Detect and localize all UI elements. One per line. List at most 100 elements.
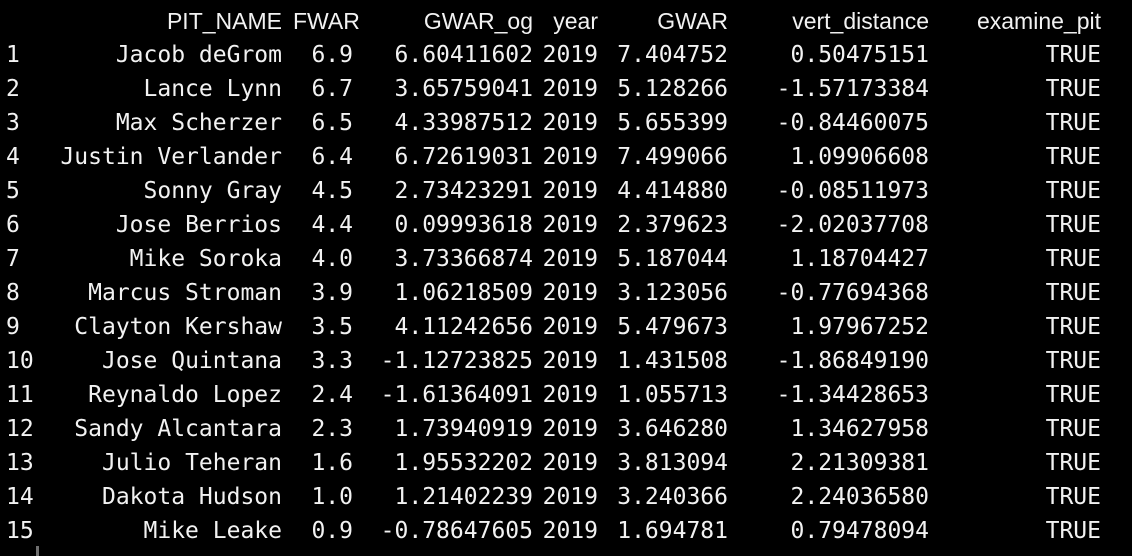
cell-vert-distance: -2.02037708 <box>776 212 929 238</box>
row-index: 3 <box>6 110 20 136</box>
cell-examine-pit: TRUE <box>1045 178 1101 204</box>
row-index: 14 <box>6 484 34 510</box>
cell-examine-pit: TRUE <box>1045 280 1101 306</box>
cell-gwar: 1.694781 <box>617 518 728 544</box>
table-row: 14 Dakota Hudson 1.0 1.21402239 2019 3.240366… <box>0 480 1132 514</box>
cell-pit-name: Lance Lynn <box>143 76 282 102</box>
cell-gwar-og: 6.60411602 <box>394 42 533 68</box>
cell-examine-pit: TRUE <box>1045 42 1101 68</box>
cell-gwar: 5.128266 <box>617 76 728 102</box>
cell-vert-distance: -0.08511973 <box>776 178 929 204</box>
header-gwar: GWAR <box>657 8 728 34</box>
cell-examine-pit: TRUE <box>1045 314 1101 340</box>
table-row: 11 Reynaldo Lopez 2.4 -1.61364091 2019 1.0557… <box>0 378 1132 412</box>
cell-vert-distance: 1.34627958 <box>790 416 929 442</box>
cell-fwar: 6.7 <box>311 76 353 102</box>
cell-gwar: 4.414880 <box>617 178 728 204</box>
cell-vert-distance: -1.86849190 <box>776 348 929 374</box>
cell-gwar-og: -1.61364091 <box>380 382 533 408</box>
cell-year: 2019 <box>542 450 598 476</box>
cell-gwar: 7.499066 <box>617 144 728 170</box>
cell-pit-name: Mike Soroka <box>129 246 282 272</box>
cell-fwar: 1.6 <box>311 450 353 476</box>
cell-vert-distance: 1.09906608 <box>790 144 929 170</box>
row-index: 2 <box>6 76 20 102</box>
cell-vert-distance: -0.77694368 <box>776 280 929 306</box>
cell-gwar: 7.404752 <box>617 42 728 68</box>
table-row: 12 Sandy Alcantara 2.3 1.73940919 2019 3.6462… <box>0 412 1132 446</box>
cell-gwar-og: 3.65759041 <box>394 76 533 102</box>
table-row: 5 Sonny Gray 4.5 2.73423291 2019 4.414880 -0.0… <box>0 174 1132 208</box>
cell-gwar: 1.431508 <box>617 348 728 374</box>
cell-fwar: 6.4 <box>311 144 353 170</box>
row-index: 11 <box>6 382 34 408</box>
cell-pit-name: Dakota Hudson <box>101 484 282 510</box>
cell-pit-name: Justin Verlander <box>60 144 282 170</box>
header-vert-distance: vert_distance <box>792 8 929 34</box>
cell-pit-name: Mike Leake <box>143 518 282 544</box>
cell-pit-name: Sandy Alcantara <box>74 416 282 442</box>
table-row: 2 Lance Lynn 6.7 3.65759041 2019 5.128266 -1.5… <box>0 72 1132 106</box>
cell-pit-name: Max Scherzer <box>115 110 282 136</box>
cell-gwar-og: 1.21402239 <box>394 484 533 510</box>
cell-year: 2019 <box>542 280 598 306</box>
cell-vert-distance: 2.21309381 <box>790 450 929 476</box>
table-row: 7 Mike Soroka 4.0 3.73366874 2019 5.187044 1.1… <box>0 242 1132 276</box>
row-index: 8 <box>6 280 20 306</box>
cell-fwar: 3.5 <box>311 314 353 340</box>
cell-examine-pit: TRUE <box>1045 450 1101 476</box>
cell-fwar: 3.9 <box>311 280 353 306</box>
cell-gwar-og: 4.11242656 <box>394 314 533 340</box>
cell-fwar: 6.5 <box>311 110 353 136</box>
cell-year: 2019 <box>542 76 598 102</box>
cell-gwar: 2.379623 <box>617 212 728 238</box>
cell-fwar: 2.4 <box>311 382 353 408</box>
row-index: 6 <box>6 212 20 238</box>
cell-pit-name: Jose Quintana <box>101 348 282 374</box>
cell-examine-pit: TRUE <box>1045 212 1101 238</box>
cell-gwar-og: 1.95532202 <box>394 450 533 476</box>
cell-year: 2019 <box>542 348 598 374</box>
cell-fwar: 0.9 <box>311 518 353 544</box>
cell-gwar: 5.479673 <box>617 314 728 340</box>
cell-fwar: 3.3 <box>311 348 353 374</box>
cell-examine-pit: TRUE <box>1045 416 1101 442</box>
cell-examine-pit: TRUE <box>1045 246 1101 272</box>
cell-fwar: 2.3 <box>311 416 353 442</box>
row-index: 9 <box>6 314 20 340</box>
cell-fwar: 6.9 <box>311 42 353 68</box>
cell-examine-pit: TRUE <box>1045 76 1101 102</box>
cell-gwar-og: -0.78647605 <box>380 518 533 544</box>
cell-vert-distance: 0.50475151 <box>790 42 929 68</box>
cell-examine-pit: TRUE <box>1045 348 1101 374</box>
header-gwar-og: GWAR_og <box>423 8 533 34</box>
cell-year: 2019 <box>542 416 598 442</box>
cell-fwar: 1.0 <box>311 484 353 510</box>
cell-gwar-og: 1.73940919 <box>394 416 533 442</box>
cell-year: 2019 <box>542 212 598 238</box>
header-fwar: FWAR <box>293 8 360 34</box>
row-index: 13 <box>6 450 34 476</box>
cell-vert-distance: 0.79478094 <box>790 518 929 544</box>
cell-vert-distance: -1.34428653 <box>776 382 929 408</box>
cell-gwar: 3.240366 <box>617 484 728 510</box>
table-row: 4 Justin Verlander 6.4 6.72619031 2019 7.4990… <box>0 140 1132 174</box>
cell-vert-distance: -1.57173384 <box>776 76 929 102</box>
cell-examine-pit: TRUE <box>1045 484 1101 510</box>
cell-examine-pit: TRUE <box>1045 518 1101 544</box>
cell-examine-pit: TRUE <box>1045 382 1101 408</box>
cell-pit-name: Sonny Gray <box>143 178 282 204</box>
cell-gwar: 3.123056 <box>617 280 728 306</box>
row-index: 10 <box>6 348 34 374</box>
cell-year: 2019 <box>542 314 598 340</box>
cell-fwar: 4.0 <box>311 246 353 272</box>
row-index: 7 <box>6 246 20 272</box>
table-row: 15 Mike Leake 0.9 -0.78647605 2019 1.694781 0.… <box>0 514 1132 548</box>
cell-year: 2019 <box>542 246 598 272</box>
table-row: 8 Marcus Stroman 3.9 1.06218509 2019 3.123056… <box>0 276 1132 310</box>
table-row: 6 Jose Berrios 4.4 0.09993618 2019 2.379623 -2… <box>0 208 1132 242</box>
cell-year: 2019 <box>542 382 598 408</box>
cell-examine-pit: TRUE <box>1045 144 1101 170</box>
cell-gwar-og: 6.72619031 <box>394 144 533 170</box>
